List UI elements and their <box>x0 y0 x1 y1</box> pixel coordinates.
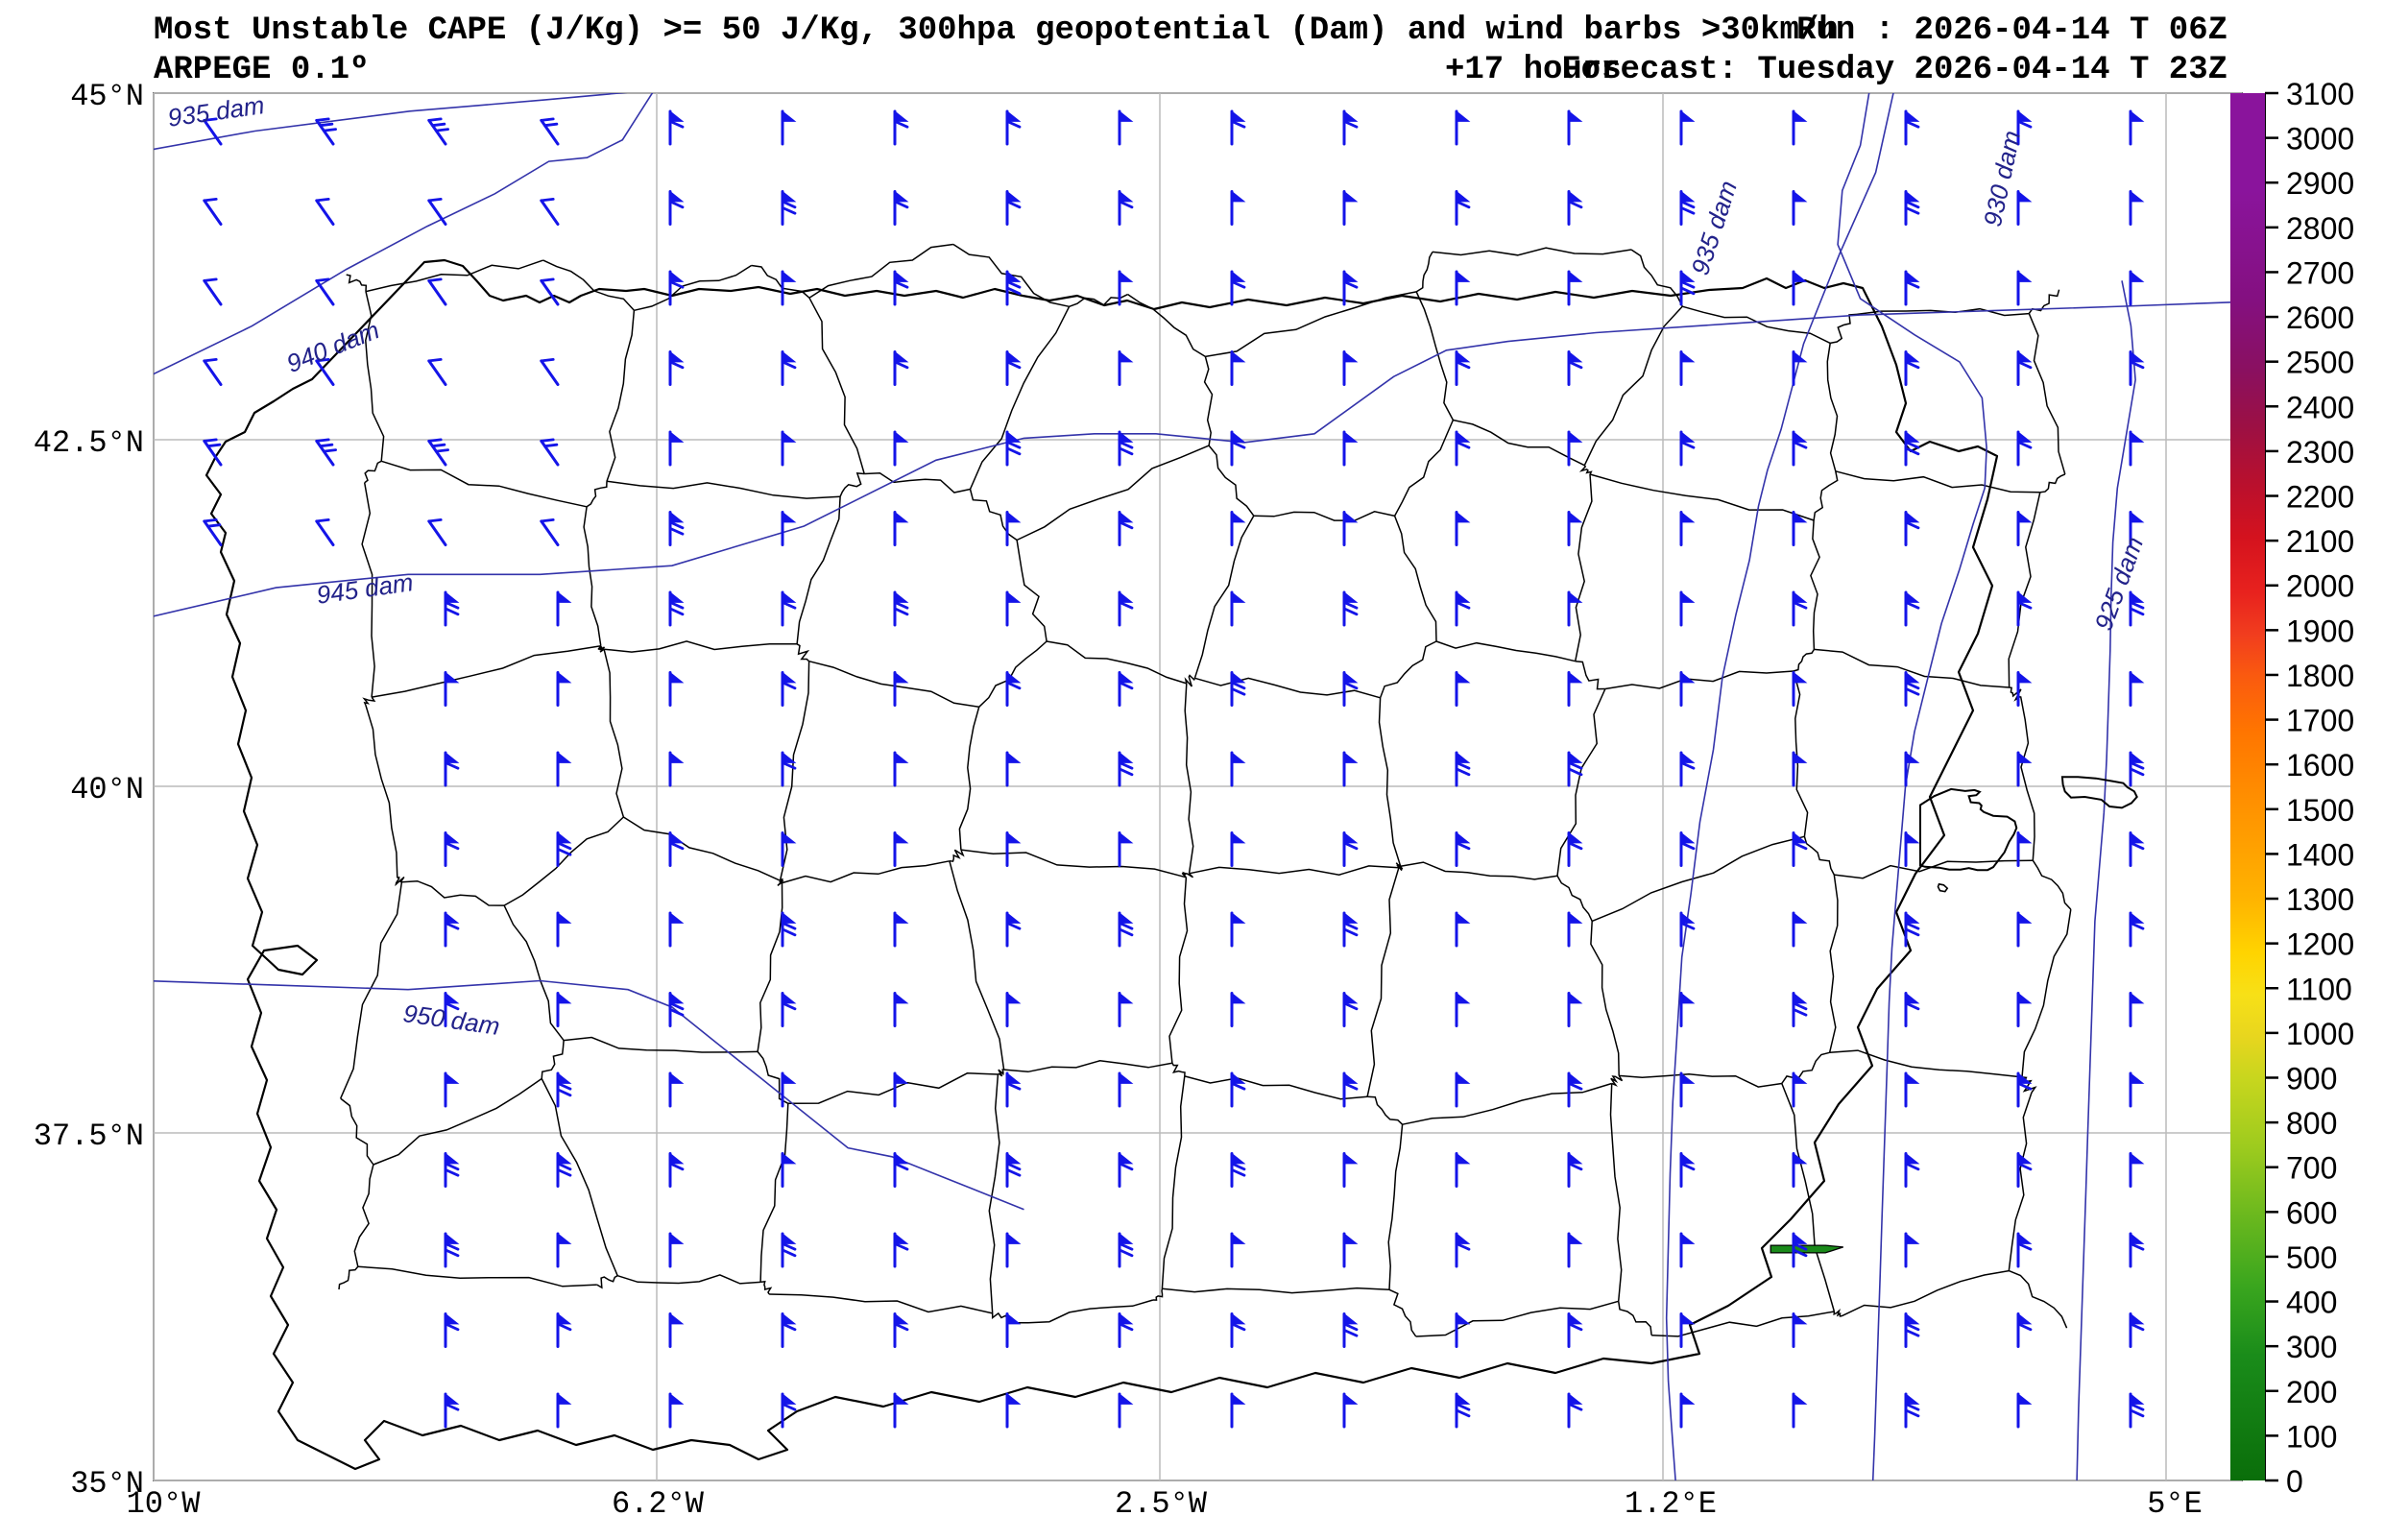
svg-text:800: 800 <box>2286 1106 2337 1141</box>
svg-text:1900: 1900 <box>2286 614 2354 648</box>
svg-text:100: 100 <box>2286 1419 2337 1454</box>
svg-text:1600: 1600 <box>2286 748 2354 782</box>
svg-text:2200: 2200 <box>2286 480 2354 515</box>
svg-text:1400: 1400 <box>2286 837 2354 872</box>
svg-text:900: 900 <box>2286 1061 2337 1095</box>
svg-text:2600: 2600 <box>2286 301 2354 335</box>
svg-text:400: 400 <box>2286 1286 2337 1320</box>
svg-text:1200: 1200 <box>2286 927 2354 962</box>
svg-text:1500: 1500 <box>2286 793 2354 828</box>
svg-text:2500: 2500 <box>2286 346 2354 380</box>
svg-text:2000: 2000 <box>2286 569 2354 604</box>
svg-text:2400: 2400 <box>2286 390 2354 424</box>
svg-text:3100: 3100 <box>2286 77 2354 111</box>
svg-text:500: 500 <box>2286 1240 2337 1275</box>
svg-text:1000: 1000 <box>2286 1017 2354 1051</box>
svg-text:1700: 1700 <box>2286 704 2354 738</box>
svg-text:600: 600 <box>2286 1195 2337 1230</box>
svg-text:1100: 1100 <box>2286 972 2352 1006</box>
svg-text:700: 700 <box>2286 1151 2337 1186</box>
svg-text:1300: 1300 <box>2286 882 2354 917</box>
svg-text:1800: 1800 <box>2286 659 2354 693</box>
svg-text:2700: 2700 <box>2286 255 2354 290</box>
svg-text:2300: 2300 <box>2286 435 2354 469</box>
svg-text:2800: 2800 <box>2286 211 2354 246</box>
svg-text:200: 200 <box>2286 1375 2337 1409</box>
svg-text:2100: 2100 <box>2286 524 2354 559</box>
svg-text:300: 300 <box>2286 1330 2337 1364</box>
svg-text:3000: 3000 <box>2286 122 2354 156</box>
svg-text:2900: 2900 <box>2286 166 2354 201</box>
svg-text:0: 0 <box>2286 1464 2303 1499</box>
